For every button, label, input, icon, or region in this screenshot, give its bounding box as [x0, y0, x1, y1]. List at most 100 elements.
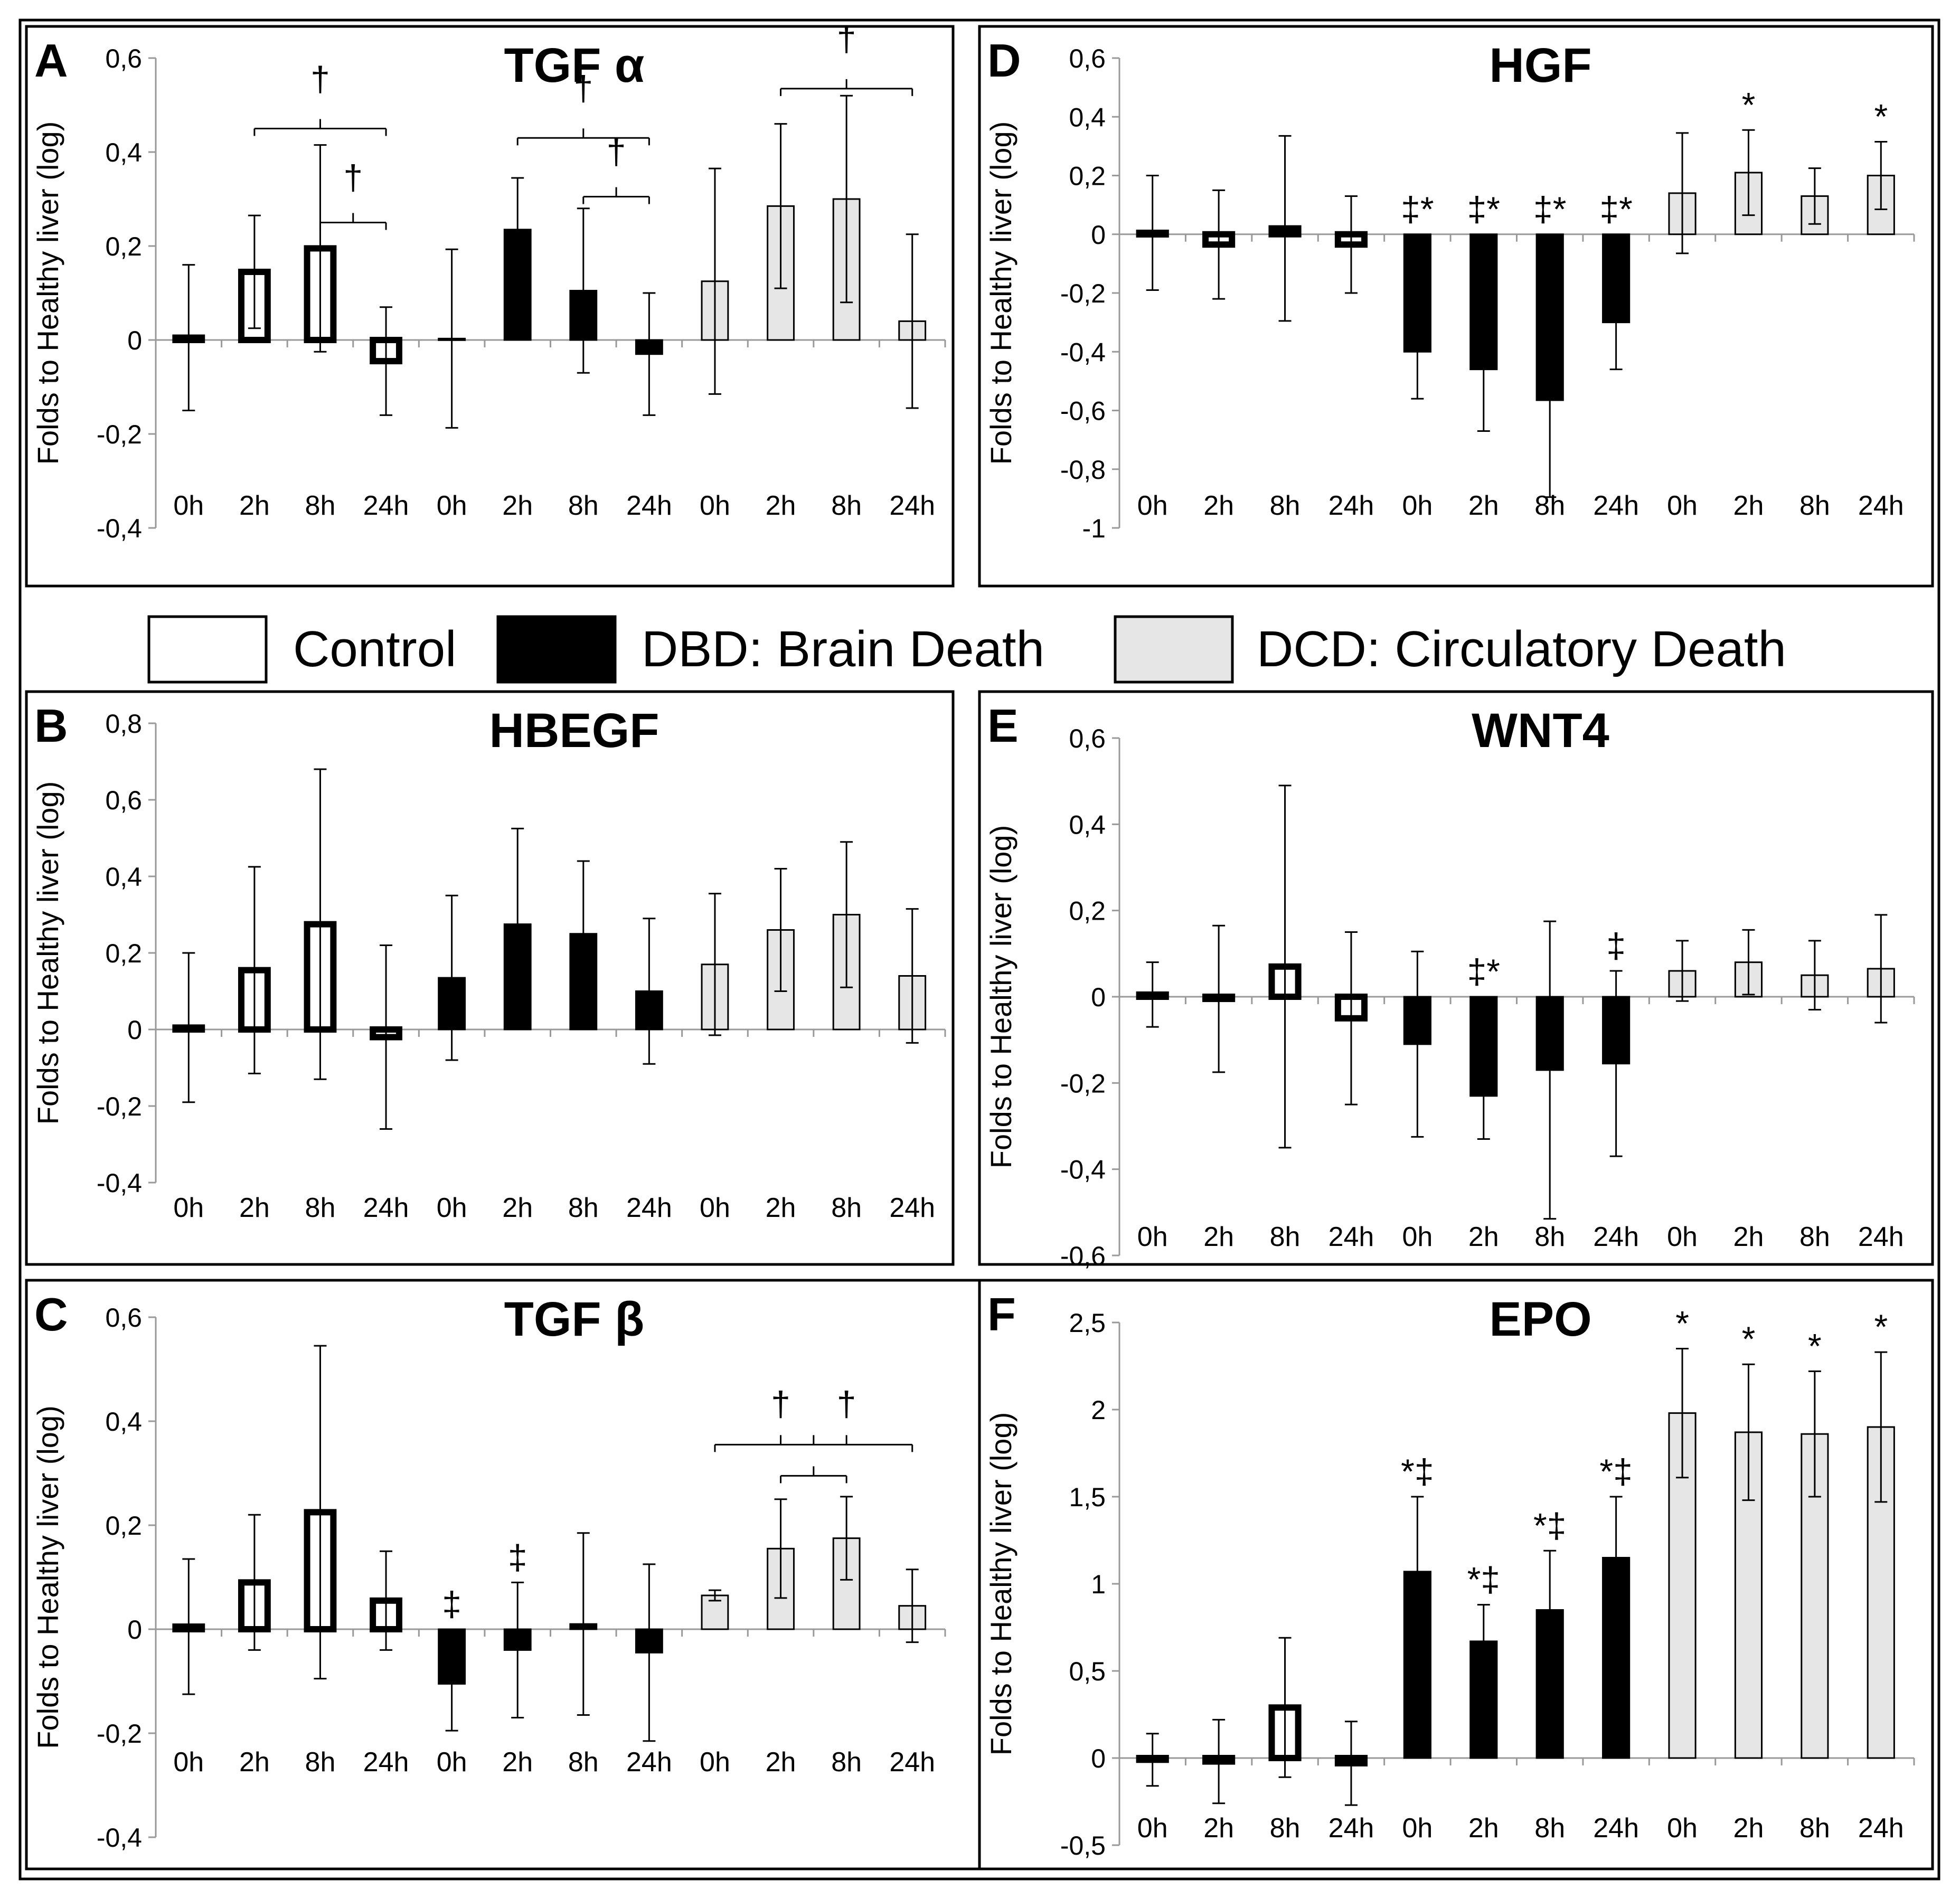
y-tick-label: -1 [1082, 514, 1106, 543]
significance-mark: ‡ [442, 1584, 461, 1623]
y-tick-label: 1,5 [1069, 1482, 1106, 1512]
y-tick-label: 0,4 [1069, 810, 1106, 839]
x-tick-label: 2h [502, 1747, 533, 1778]
x-tick-label: 8h [1534, 1222, 1565, 1252]
significance-mark: ‡ [1606, 926, 1626, 965]
significance-mark: * [1742, 85, 1756, 124]
y-tick-label: 0,2 [105, 1511, 142, 1541]
panel-frame [978, 25, 1934, 588]
panel-frame [978, 690, 1934, 1266]
chart-title: EPO [1489, 1292, 1591, 1346]
x-tick-label: 2h [1468, 1222, 1499, 1252]
x-tick-label: 8h [568, 1193, 599, 1223]
x-tick-label: 24h [626, 1193, 672, 1223]
significance-mark: *‡ [1533, 1506, 1566, 1545]
y-tick-label: 0,6 [105, 1303, 142, 1333]
y-tick-label: 0 [1091, 220, 1106, 250]
y-axis-label: Folds to Healthy liver (log) [984, 1412, 1017, 1755]
x-tick-label: 24h [1858, 1813, 1904, 1844]
y-tick-label: 0,6 [1069, 724, 1106, 753]
x-tick-label: 2h [239, 1747, 270, 1778]
y-axis-label: Folds to Healthy liver (log) [31, 781, 64, 1125]
x-tick-label: 2h [766, 1193, 796, 1223]
bracket-label: † [607, 132, 626, 171]
legend-label-dbd: DBD: Brain Death [642, 621, 1044, 677]
x-tick-label: 24h [363, 1747, 409, 1778]
x-tick-label: 0h [1667, 1813, 1698, 1844]
x-tick-label: 8h [831, 490, 862, 521]
x-tick-label: 0h [1402, 490, 1433, 521]
chart-title: HBEGF [489, 704, 659, 758]
x-tick-label: 0h [1667, 490, 1698, 521]
x-tick-label: 2h [766, 490, 796, 521]
x-tick-label: 24h [363, 490, 409, 521]
y-tick-label: -0,6 [1060, 396, 1106, 426]
y-tick-label: 0,4 [1069, 102, 1106, 132]
y-tick-label: 2 [1091, 1395, 1106, 1425]
x-tick-label: 24h [889, 1747, 935, 1778]
y-axis-label: Folds to Healthy liver (log) [984, 825, 1017, 1168]
legend-swatch-control [147, 615, 268, 684]
legend-label-dcd: DCD: Circulatory Death [1257, 621, 1786, 677]
y-tick-label: 2,5 [1069, 1308, 1106, 1338]
significance-mark: ‡* [1467, 952, 1500, 991]
bracket-label: † [343, 158, 363, 197]
x-tick-label: 24h [626, 1747, 672, 1778]
panel-letter: B [34, 700, 68, 752]
y-tick-label: -0,2 [1060, 279, 1106, 308]
legend: Control DBD: Brain Death DCD: Circulator… [147, 615, 1786, 684]
x-tick-label: 2h [1733, 1813, 1764, 1844]
x-tick-label: 8h [305, 1193, 336, 1223]
x-tick-label: 8h [1799, 1222, 1830, 1252]
bracket-label: † [837, 1384, 856, 1423]
y-tick-label: 1 [1091, 1570, 1106, 1599]
significance-mark: *‡ [1599, 1452, 1632, 1491]
x-tick-label: 2h [1203, 1813, 1234, 1844]
y-tick-label: 0 [1091, 1744, 1106, 1773]
x-tick-label: 0h [437, 1193, 467, 1223]
panel-hbegf: B HBEGF Folds to Healthy liver (log) -0,4 -0… [25, 690, 955, 1266]
legend-swatch-dbd [496, 615, 617, 684]
x-tick-label: 8h [1270, 1813, 1301, 1844]
significance-mark: * [1874, 1307, 1888, 1346]
y-tick-label: -0,4 [97, 514, 142, 543]
chart-title: TGF β [504, 1292, 645, 1346]
y-tick-label: 0 [1091, 982, 1106, 1012]
x-tick-label: 8h [1799, 490, 1830, 521]
x-tick-label: 24h [889, 490, 935, 521]
x-tick-label: 24h [363, 1193, 409, 1223]
bracket-label: † [771, 1384, 790, 1423]
y-tick-label: 0,2 [1069, 162, 1106, 191]
bracket-label: † [573, 69, 593, 108]
x-tick-label: 0h [1667, 1222, 1698, 1252]
panel-letter: D [987, 34, 1021, 87]
x-tick-label: 24h [1593, 490, 1639, 521]
y-tick-label: -0,4 [1060, 337, 1106, 367]
x-tick-label: 0h [1402, 1222, 1433, 1252]
panel-frame [978, 1279, 1934, 1870]
x-tick-label: 0h [1137, 1813, 1168, 1844]
panel-wnt4: E WNT4 Folds to Healthy liver (log) -0,6 -0,… [978, 690, 1934, 1271]
x-tick-label: 24h [1593, 1813, 1639, 1844]
panel-frame [25, 25, 955, 588]
legend-swatch-dcd [1114, 615, 1234, 684]
bar-dcd-2h [1734, 1431, 1763, 1759]
x-tick-label: 2h [239, 1193, 270, 1223]
x-tick-label: 24h [1593, 1222, 1639, 1252]
x-tick-label: 2h [239, 490, 270, 521]
y-tick-label: 0,2 [1069, 896, 1106, 926]
x-tick-label: 8h [305, 1747, 336, 1778]
y-tick-label: -0,2 [97, 420, 142, 449]
panel-frame [25, 1279, 981, 1870]
x-tick-label: 0h [700, 490, 730, 521]
x-tick-label: 0h [1137, 1222, 1168, 1252]
x-tick-label: 2h [1468, 490, 1499, 521]
x-tick-label: 8h [1270, 490, 1301, 521]
x-tick-label: 24h [1328, 1813, 1374, 1844]
significance-mark: ‡* [1467, 190, 1500, 229]
y-tick-label: 0,5 [1069, 1657, 1106, 1686]
x-tick-label: 8h [1534, 490, 1565, 521]
y-tick-label: 0,8 [105, 709, 142, 739]
x-tick-label: 0h [1137, 490, 1168, 521]
x-tick-label: 24h [1858, 1222, 1904, 1252]
